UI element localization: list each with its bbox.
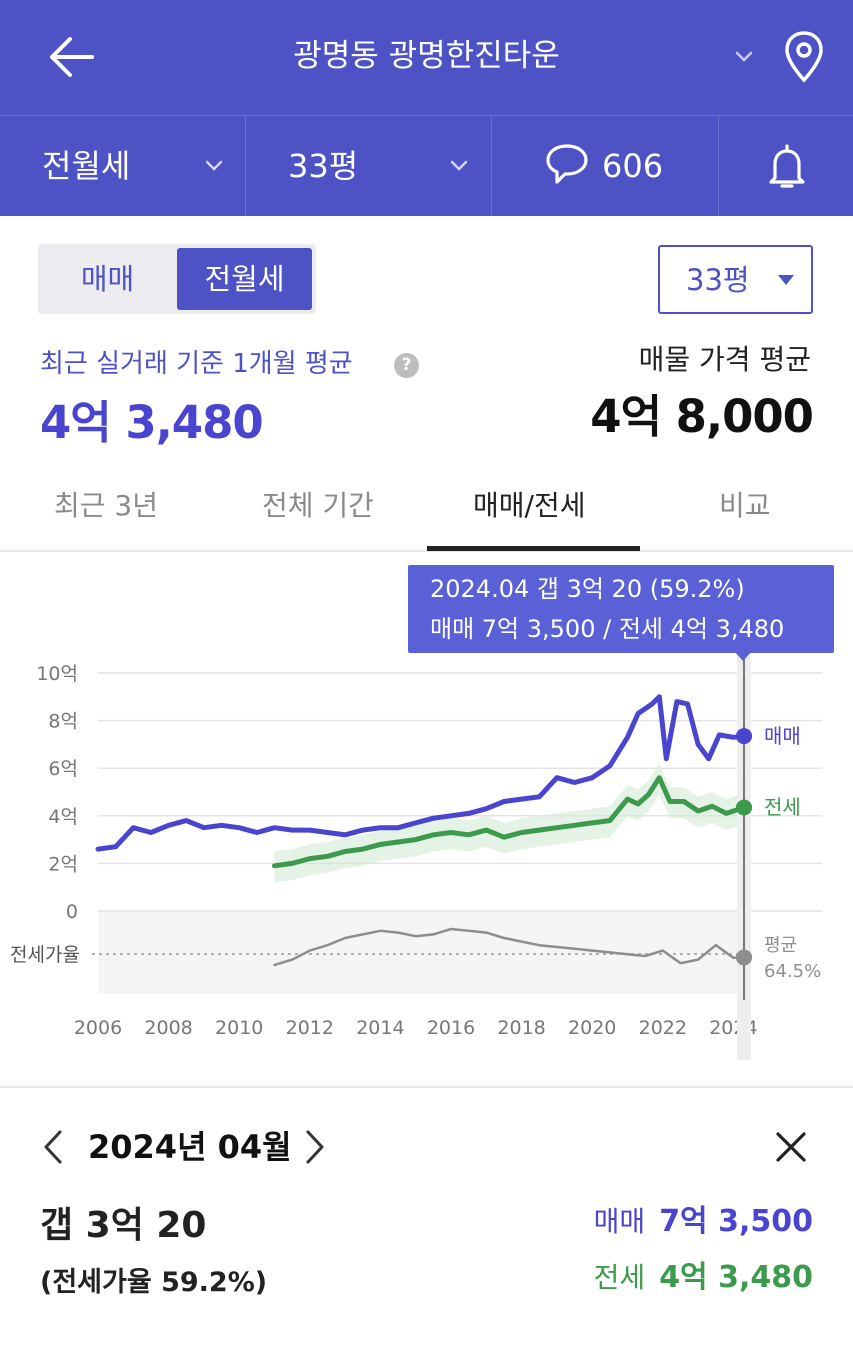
caret-down-icon [778, 275, 794, 285]
speech-bubble-icon [546, 144, 588, 184]
recent-price-label: 최근 실거래 기준 1개월 평균 [40, 349, 353, 379]
chevron-down-icon[interactable] [732, 45, 756, 69]
trade-type-toggle: 매매 전월세 [38, 244, 316, 314]
comments-button[interactable]: 606 [492, 116, 719, 216]
tab-sale-jeonse[interactable]: 매매/전세 [473, 489, 586, 522]
y-tick-label: 6억 [48, 758, 78, 780]
chevron-right-icon[interactable] [300, 1128, 328, 1166]
help-icon[interactable]: ? [394, 353, 419, 378]
tab-recent-3y[interactable]: 최근 3년 [54, 489, 158, 522]
size-dropdown[interactable]: 33평 [246, 116, 492, 216]
trade-type-dropdown[interactable]: 전월세 [0, 116, 246, 216]
divider [0, 1086, 853, 1088]
trade-type-label: 전월세 [42, 147, 131, 185]
jeonse-end-label: 전세 [764, 795, 801, 819]
listing-price-label: 매물 가격 평균 [638, 343, 811, 376]
y-tick-label: 8억 [48, 711, 78, 733]
tooltip-prices: 매매 7억 3,500 / 전세 4억 3,480 [430, 615, 785, 643]
x-tick-label: 2012 [286, 1017, 334, 1039]
page-title[interactable]: 광명동 광명한진타운 [293, 38, 560, 74]
listing-price-value: 4억 8,000 [590, 390, 814, 443]
chart-tooltip: 2024.04 갭 3억 20 (59.2%) 매매 7억 3,500 / 전세… [408, 565, 834, 653]
active-tab-indicator [427, 546, 640, 551]
x-tick-label: 2020 [568, 1017, 616, 1039]
period-tabs: 최근 3년 전체 기간 매매/전세 비교 [0, 470, 853, 552]
app-header: 광명동 광명한진타운 [0, 0, 853, 115]
gap-amount: 갭 3억 20 [40, 1205, 207, 1246]
detail-sale-value: 7억 3,500 [659, 1204, 813, 1239]
detail-jeonse-value: 4억 3,480 [659, 1260, 813, 1295]
sale-end-label: 매매 [764, 724, 801, 748]
ratio-average-label: 평균 [764, 935, 797, 956]
tab-compare[interactable]: 비교 [719, 489, 771, 522]
y-tick-label: 2억 [48, 853, 78, 875]
jeonse-ratio: (전세가율 59.2%) [40, 1267, 268, 1298]
detail-sale-row: 매매 7억 3,500 [594, 1202, 813, 1242]
size-select[interactable]: 33평 [658, 245, 813, 314]
x-tick-label: 2014 [356, 1017, 404, 1039]
close-icon[interactable] [774, 1130, 808, 1164]
size-select-value: 33평 [686, 263, 750, 297]
series-line-jeonse [272, 775, 747, 869]
comment-count: 606 [602, 147, 664, 185]
ratio-axis-label: 전세가율 [10, 944, 80, 966]
tooltip-gap: 2024.04 갭 3억 20 (59.2%) [430, 575, 745, 603]
detail-jeonse-label: 전세 [593, 1261, 646, 1294]
series-end-marker [736, 799, 752, 816]
series-line-sale [95, 694, 747, 852]
location-pin-icon[interactable] [782, 30, 826, 84]
y-tick-label: 4억 [48, 806, 78, 828]
size-label: 33평 [288, 147, 359, 185]
tab-all-period[interactable]: 전체 기간 [262, 489, 374, 522]
y-tick-label: 10억 [36, 663, 78, 685]
x-tick-label: 2010 [215, 1017, 263, 1039]
y-tick-label: 0 [66, 901, 78, 923]
toggle-sale[interactable]: 매매 [80, 262, 135, 296]
x-tick-label: 2006 [74, 1017, 122, 1039]
detail-jeonse-row: 전세 4억 3,480 [594, 1258, 813, 1298]
series-end-marker [736, 728, 752, 745]
recent-price-value: 4억 3,480 [40, 396, 264, 449]
detail-sale-label: 매매 [593, 1205, 646, 1238]
x-tick-label: 2018 [497, 1017, 545, 1039]
price-chart[interactable]: 10억 8억 6억 4억 2억 0 2006 2008 2010 2012 2014 2016 2018… [0, 640, 853, 1060]
tooltip-pointer [735, 652, 751, 661]
ratio-average-value: 64.5% [764, 961, 821, 982]
back-arrow-icon[interactable] [48, 34, 98, 80]
bell-icon [769, 144, 805, 188]
detail-date: 2024년 04월 [88, 1128, 292, 1166]
chevron-down-icon [450, 160, 468, 171]
toggle-rent[interactable]: 전월세 [177, 248, 312, 310]
series-end-marker [736, 949, 752, 966]
ratio-band [98, 911, 744, 994]
x-tick-label: 2016 [427, 1017, 475, 1039]
series-line-ratio [273, 927, 746, 967]
x-tick-label: 2008 [144, 1017, 192, 1039]
x-tick-label: 2022 [639, 1017, 687, 1039]
chevron-down-icon [205, 160, 223, 171]
chevron-left-icon[interactable] [40, 1128, 68, 1166]
filter-bar: 전월세 33평 606 [0, 115, 853, 216]
jeonse-range-area [274, 763, 744, 883]
